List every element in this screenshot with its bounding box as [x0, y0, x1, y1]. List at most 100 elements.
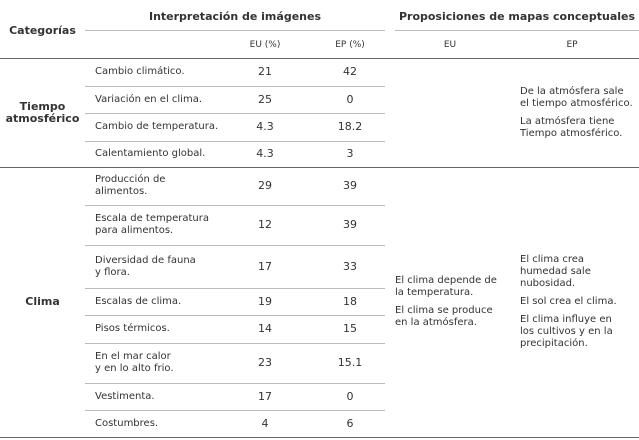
- row-label: Producción de alimentos.: [95, 167, 245, 205]
- eu-value: 17: [258, 390, 272, 403]
- rule: [0, 167, 639, 168]
- eu-value: 25: [258, 93, 272, 106]
- text-line: Cambio de temperatura.: [95, 121, 219, 132]
- text-line: para alimentos.: [95, 225, 174, 236]
- proposition: El clima crea humedad sale nubosidad.: [520, 254, 639, 290]
- eu-value: 29: [258, 179, 272, 192]
- text-line: Vestimenta.: [95, 390, 155, 402]
- eu-value: 17: [258, 260, 272, 273]
- eu-value: 4: [261, 417, 269, 430]
- ep-value: 42: [343, 65, 357, 78]
- category: Tiempo atmosférico: [0, 58, 85, 167]
- text-line: los cultivos y en la: [520, 326, 613, 337]
- rule: [395, 30, 639, 31]
- eu-value: 14: [258, 322, 272, 335]
- ep-value: 39: [343, 179, 357, 192]
- ep-value: 6: [346, 417, 354, 430]
- proposition: El clima influye en los cultivos y en la p…: [520, 314, 639, 350]
- text-line: Variación en el clima.: [95, 93, 203, 105]
- text-line: nubosidad.: [520, 278, 576, 289]
- text-line: Escalas de clima.: [95, 295, 182, 307]
- rule: [85, 383, 385, 384]
- row-label: Costumbres.: [95, 410, 245, 437]
- text-line: Producción de: [95, 174, 166, 185]
- rule: [85, 141, 385, 142]
- text-line: El clima influye en: [520, 314, 612, 325]
- rule: [85, 205, 385, 206]
- ep-value: 33: [343, 260, 357, 273]
- text-line: Costumbres.: [95, 417, 159, 429]
- text-line: En el mar calor: [95, 351, 171, 362]
- rule: [85, 343, 385, 344]
- text-line: alimentos.: [95, 186, 148, 197]
- ep-value: 3: [346, 147, 354, 160]
- rule: [85, 410, 385, 411]
- row-label: Escala de temperatura para alimentos.: [95, 205, 245, 245]
- text-line: La atmósfera tiene: [520, 115, 615, 127]
- eu-value: 21: [258, 65, 272, 78]
- text-line: El clima se produce: [395, 305, 493, 316]
- row-label: Cambio de temperatura.: [95, 113, 245, 141]
- row-label: Pisos térmicos.: [95, 315, 245, 343]
- text-line: Calentamiento global.: [95, 148, 206, 159]
- ep-value: 0: [346, 93, 354, 106]
- eu-value: 19: [258, 295, 272, 308]
- text-line: Cambio climático.: [95, 66, 185, 77]
- header-ep-pct: EP (%): [335, 40, 365, 50]
- proposition-cell: El clima depende de la temperatura. El cli…: [395, 167, 505, 437]
- row-label: Variación en el clima.: [95, 86, 245, 113]
- rule: [0, 437, 639, 438]
- header-images: Interpretación de imágenes: [148, 10, 321, 23]
- row-label: En el mar calor y en lo alto frio.: [95, 343, 245, 383]
- text-line: Tiempo atmosférico.: [520, 127, 623, 139]
- eu-value: 4.3: [256, 147, 274, 160]
- header-maps: Proposiciones de mapas conceptuales: [398, 10, 636, 23]
- eu-value: 12: [258, 218, 272, 231]
- text-line: Escala de temperatura: [95, 213, 209, 224]
- text-line: humedad sale: [520, 266, 591, 277]
- ep-value: 15: [343, 322, 357, 335]
- text-line: Clima: [25, 295, 60, 308]
- text-line: y flora.: [95, 266, 130, 278]
- header-categories: Categorías: [9, 24, 76, 37]
- proposition: La atmósfera tiene Tiempo atmosférico.: [520, 116, 639, 140]
- header-eu: EU: [443, 40, 457, 50]
- row-label: Escalas de clima.: [95, 288, 245, 315]
- text-line: El clima crea: [520, 254, 585, 265]
- text-line: Tiempo: [19, 99, 66, 113]
- row-label: Cambio climático.: [95, 58, 245, 86]
- eu-value: 4.3: [256, 120, 274, 133]
- text-line: El clima depende de: [395, 275, 497, 286]
- ep-value: 39: [343, 218, 357, 231]
- header-eu-pct: EU (%): [249, 40, 281, 50]
- proposition-cell: El clima crea humedad sale nubosidad. El so…: [520, 167, 639, 437]
- row-label: Diversidad de fauna y flora.: [95, 245, 245, 288]
- text-line: la temperatura.: [395, 287, 474, 298]
- rule: [85, 30, 385, 31]
- rule: [85, 315, 385, 316]
- text-line: Pisos térmicos.: [95, 323, 170, 334]
- text-line: atmosférico: [5, 111, 80, 125]
- proposition: El sol crea el clima.: [520, 296, 639, 308]
- proposition: El clima se produce en la atmósfera.: [395, 305, 505, 329]
- text-line: el tiempo atmosférico.: [520, 97, 633, 109]
- rule: [85, 113, 385, 114]
- text-line: precipitación.: [520, 338, 588, 349]
- text-line: Diversidad de fauna: [95, 254, 196, 266]
- text-line: en la atmósfera.: [395, 317, 477, 328]
- rule: [0, 58, 639, 59]
- proposition: De la atmósfera sale el tiempo atmosféric…: [520, 86, 639, 110]
- eu-value: 23: [258, 356, 272, 369]
- header-ep: EP: [566, 40, 578, 50]
- rule: [85, 86, 385, 87]
- ep-value: 15.1: [337, 356, 363, 369]
- rule: [85, 245, 385, 246]
- ep-value: 18: [343, 295, 357, 308]
- proposition-cell: De la atmósfera sale el tiempo atmosféric…: [520, 58, 639, 167]
- category: Clima: [0, 167, 85, 437]
- ep-value: 18.2: [337, 120, 363, 133]
- row-label: Vestimenta.: [95, 383, 245, 410]
- text-line: De la atmósfera sale: [520, 85, 624, 97]
- row-label: Calentamiento global.: [95, 141, 245, 167]
- ep-value: 0: [346, 390, 354, 403]
